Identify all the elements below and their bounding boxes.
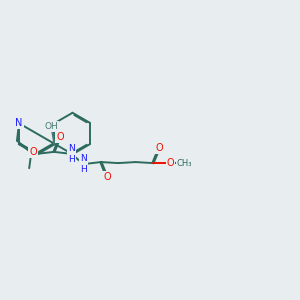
Text: O: O <box>103 172 111 182</box>
Text: O: O <box>56 132 64 142</box>
Text: N: N <box>15 118 23 128</box>
Text: O: O <box>167 158 174 168</box>
Text: CH₃: CH₃ <box>177 159 192 168</box>
Text: OH: OH <box>44 122 58 131</box>
Text: O: O <box>29 147 37 157</box>
Text: N
H: N H <box>68 144 75 164</box>
Text: N
H: N H <box>80 154 87 174</box>
Text: O: O <box>155 143 163 153</box>
